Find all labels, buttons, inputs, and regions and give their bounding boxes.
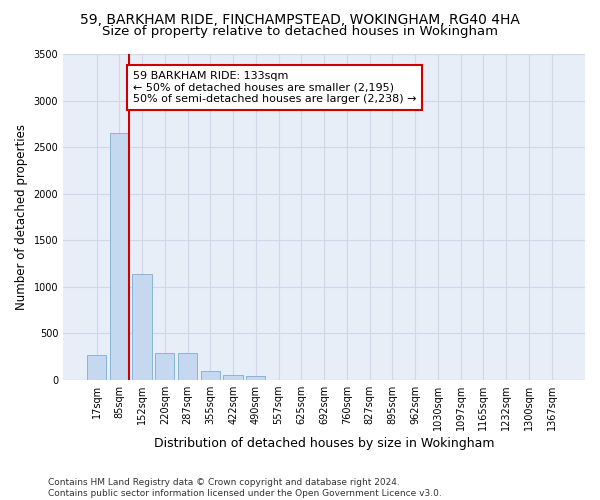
Bar: [110, 133, 129, 380]
Text: 59 BARKHAM RIDE: 133sqm
← 50% of detached houses are smaller (2,195)
50% of semi: 59 BARKHAM RIDE: 133sqm ← 50% of detache…: [133, 71, 416, 104]
Bar: [178, 353, 197, 380]
X-axis label: Distribution of detached houses by size in Wokingham: Distribution of detached houses by size …: [154, 437, 494, 450]
Bar: [223, 374, 243, 380]
Bar: [200, 372, 220, 380]
Text: 59, BARKHAM RIDE, FINCHAMPSTEAD, WOKINGHAM, RG40 4HA: 59, BARKHAM RIDE, FINCHAMPSTEAD, WOKINGH…: [80, 12, 520, 26]
Bar: [133, 274, 152, 380]
Text: Size of property relative to detached houses in Wokingham: Size of property relative to detached ho…: [102, 25, 498, 38]
Bar: [246, 376, 265, 380]
Bar: [155, 353, 175, 380]
Text: Contains HM Land Registry data © Crown copyright and database right 2024.
Contai: Contains HM Land Registry data © Crown c…: [48, 478, 442, 498]
Y-axis label: Number of detached properties: Number of detached properties: [15, 124, 28, 310]
Bar: [87, 354, 106, 380]
